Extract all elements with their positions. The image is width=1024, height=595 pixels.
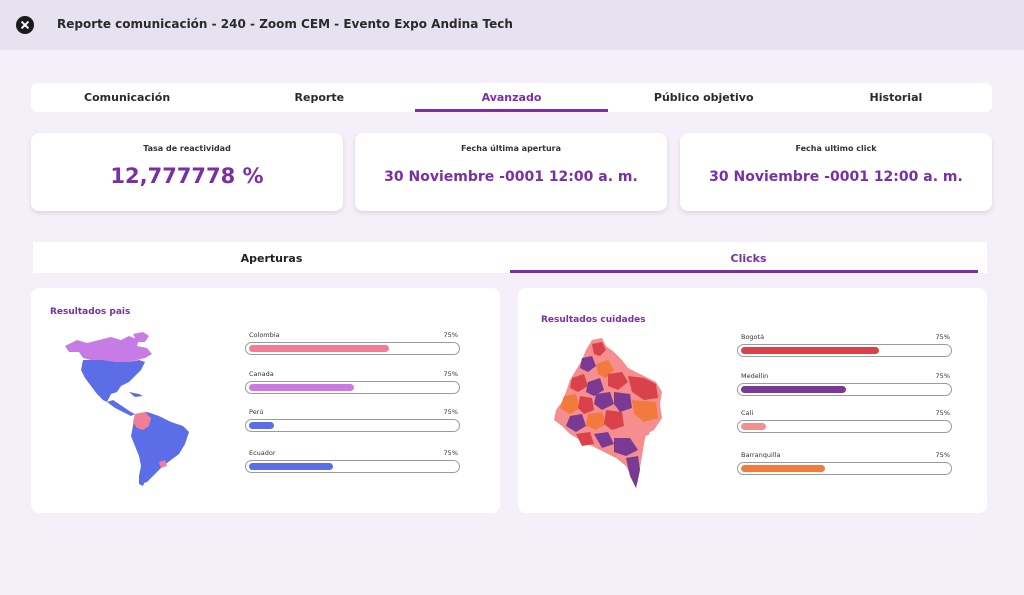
progress-track xyxy=(737,344,952,357)
click-card: Fecha ultimo click 30 Noviembre -0001 12… xyxy=(680,133,992,211)
ciudad-row-barranquilla: Barranquilla 75% xyxy=(737,451,952,481)
ciudad-name: Medellin xyxy=(741,372,769,380)
reactividad-card: Tasa de reactividad 12,777778 % xyxy=(31,133,343,211)
click-label: Fecha ultimo click xyxy=(795,144,877,153)
greenland-region xyxy=(133,332,149,342)
progress-fill xyxy=(741,386,846,393)
pais-pct: 75% xyxy=(443,331,458,339)
apertura-value: 30 Noviembre -0001 12:00 a. m. xyxy=(384,169,638,185)
dept-norte-santander xyxy=(596,360,614,378)
ciudad-row-medellin: Medellin 75% xyxy=(737,372,952,402)
pais-pct: 75% xyxy=(443,449,458,457)
ciudad-name: Cali xyxy=(741,409,754,417)
colombia-map xyxy=(554,338,662,488)
ciudad-pct: 75% xyxy=(935,451,950,459)
sub-tabs: Aperturas Clicks xyxy=(33,242,987,273)
pais-row-colombia: Colombia 75% xyxy=(245,331,460,361)
ciudad-pct: 75% xyxy=(935,409,950,417)
tab-aperturas[interactable]: Aperturas xyxy=(240,252,303,265)
dept-huila xyxy=(594,432,614,448)
progress-fill xyxy=(741,465,825,472)
ciudad-row-cali: Cali 75% xyxy=(737,409,952,439)
dept-amazonas xyxy=(626,456,640,488)
progress-track xyxy=(245,342,460,355)
ciudades-title: Resultados cuidades xyxy=(541,315,646,325)
progress-track xyxy=(737,420,952,433)
dept-meta xyxy=(604,410,624,430)
progress-fill xyxy=(741,347,879,354)
uruguay-region xyxy=(159,460,167,468)
dept-antioquia xyxy=(570,374,588,392)
tab-historial[interactable]: Historial xyxy=(869,91,923,104)
ciudad-name: Bogotá xyxy=(741,333,765,341)
colombia-region xyxy=(133,412,151,430)
pais-name: Colombia xyxy=(249,331,280,339)
apertura-label: Fecha última apertura xyxy=(460,144,562,153)
dept-boyaca xyxy=(594,392,614,410)
apertura-card: Fecha última apertura 30 Noviembre -0001… xyxy=(355,133,667,211)
ciudad-row-bogota: Bogotá 75% xyxy=(737,333,952,363)
caribbean-region xyxy=(129,392,143,397)
click-value: 30 Noviembre -0001 12:00 a. m. xyxy=(709,169,963,185)
progress-fill xyxy=(249,463,333,470)
pais-row-canada: Canada 75% xyxy=(245,370,460,400)
dept-guaviare xyxy=(624,422,650,440)
south-america-region xyxy=(131,412,189,484)
tab-avanzado[interactable]: Avanzado xyxy=(415,83,608,112)
progress-fill xyxy=(249,384,354,391)
paises-panel: Resultados pais Colombia 75% Canada 75% … xyxy=(31,288,500,513)
pais-name: Canada xyxy=(249,370,274,378)
dept-guajira xyxy=(592,342,606,356)
ciudad-name: Barranquilla xyxy=(741,451,781,459)
dept-tolima xyxy=(586,412,606,430)
top-bar: Reporte comunicación - 240 - Zoom CEM - … xyxy=(0,0,1024,50)
progress-track xyxy=(245,381,460,394)
paises-title: Resultados pais xyxy=(50,307,131,317)
tab-publico-objetivo[interactable]: Público objetivo xyxy=(653,91,754,104)
tab-clicks[interactable]: Clicks xyxy=(510,242,987,273)
dept-arauca xyxy=(608,372,628,390)
pais-row-peru: Perú 75% xyxy=(245,408,460,438)
reactividad-label: Tasa de reactividad xyxy=(143,144,231,153)
pais-pct: 75% xyxy=(443,370,458,378)
progress-track xyxy=(245,460,460,473)
main-tabs: Comunicación Reporte Avanzado Público ob… xyxy=(31,83,992,112)
progress-fill xyxy=(249,422,274,429)
progress-track xyxy=(737,462,952,475)
patagonia-region xyxy=(139,476,147,486)
dept-caqueta xyxy=(614,438,638,456)
dept-caldas xyxy=(578,396,594,414)
progress-track xyxy=(737,383,952,396)
tab-comunicacion[interactable]: Comunicación xyxy=(84,91,171,104)
close-icon[interactable] xyxy=(16,16,34,34)
dept-valle xyxy=(566,414,586,432)
dept-santander xyxy=(586,378,604,396)
dept-narino xyxy=(576,432,594,446)
reactividad-value: 12,777778 % xyxy=(110,164,264,188)
pais-name: Ecuador xyxy=(249,449,276,457)
canada-region xyxy=(65,336,152,362)
usa-mexico-region xyxy=(81,360,145,402)
ciudades-panel: Resultados cuidades Bogotá 75% Medellin … xyxy=(518,288,987,513)
central-america-region xyxy=(107,400,135,416)
americas-map xyxy=(65,332,189,486)
dept-choco xyxy=(560,394,580,414)
dept-cesar xyxy=(580,356,596,372)
pais-pct: 75% xyxy=(443,408,458,416)
page-title: Reporte comunicación - 240 - Zoom CEM - … xyxy=(57,17,513,31)
dept-vichada xyxy=(628,376,658,400)
pais-name: Perú xyxy=(249,408,264,416)
progress-track xyxy=(245,419,460,432)
pais-row-ecuador: Ecuador 75% xyxy=(245,449,460,479)
progress-fill xyxy=(741,423,766,430)
tab-reporte[interactable]: Reporte xyxy=(294,91,345,104)
dept-casanare xyxy=(614,392,632,412)
dept-guainia xyxy=(632,400,658,422)
ciudad-pct: 75% xyxy=(935,333,950,341)
ciudad-pct: 75% xyxy=(935,372,950,380)
progress-fill xyxy=(249,345,389,352)
